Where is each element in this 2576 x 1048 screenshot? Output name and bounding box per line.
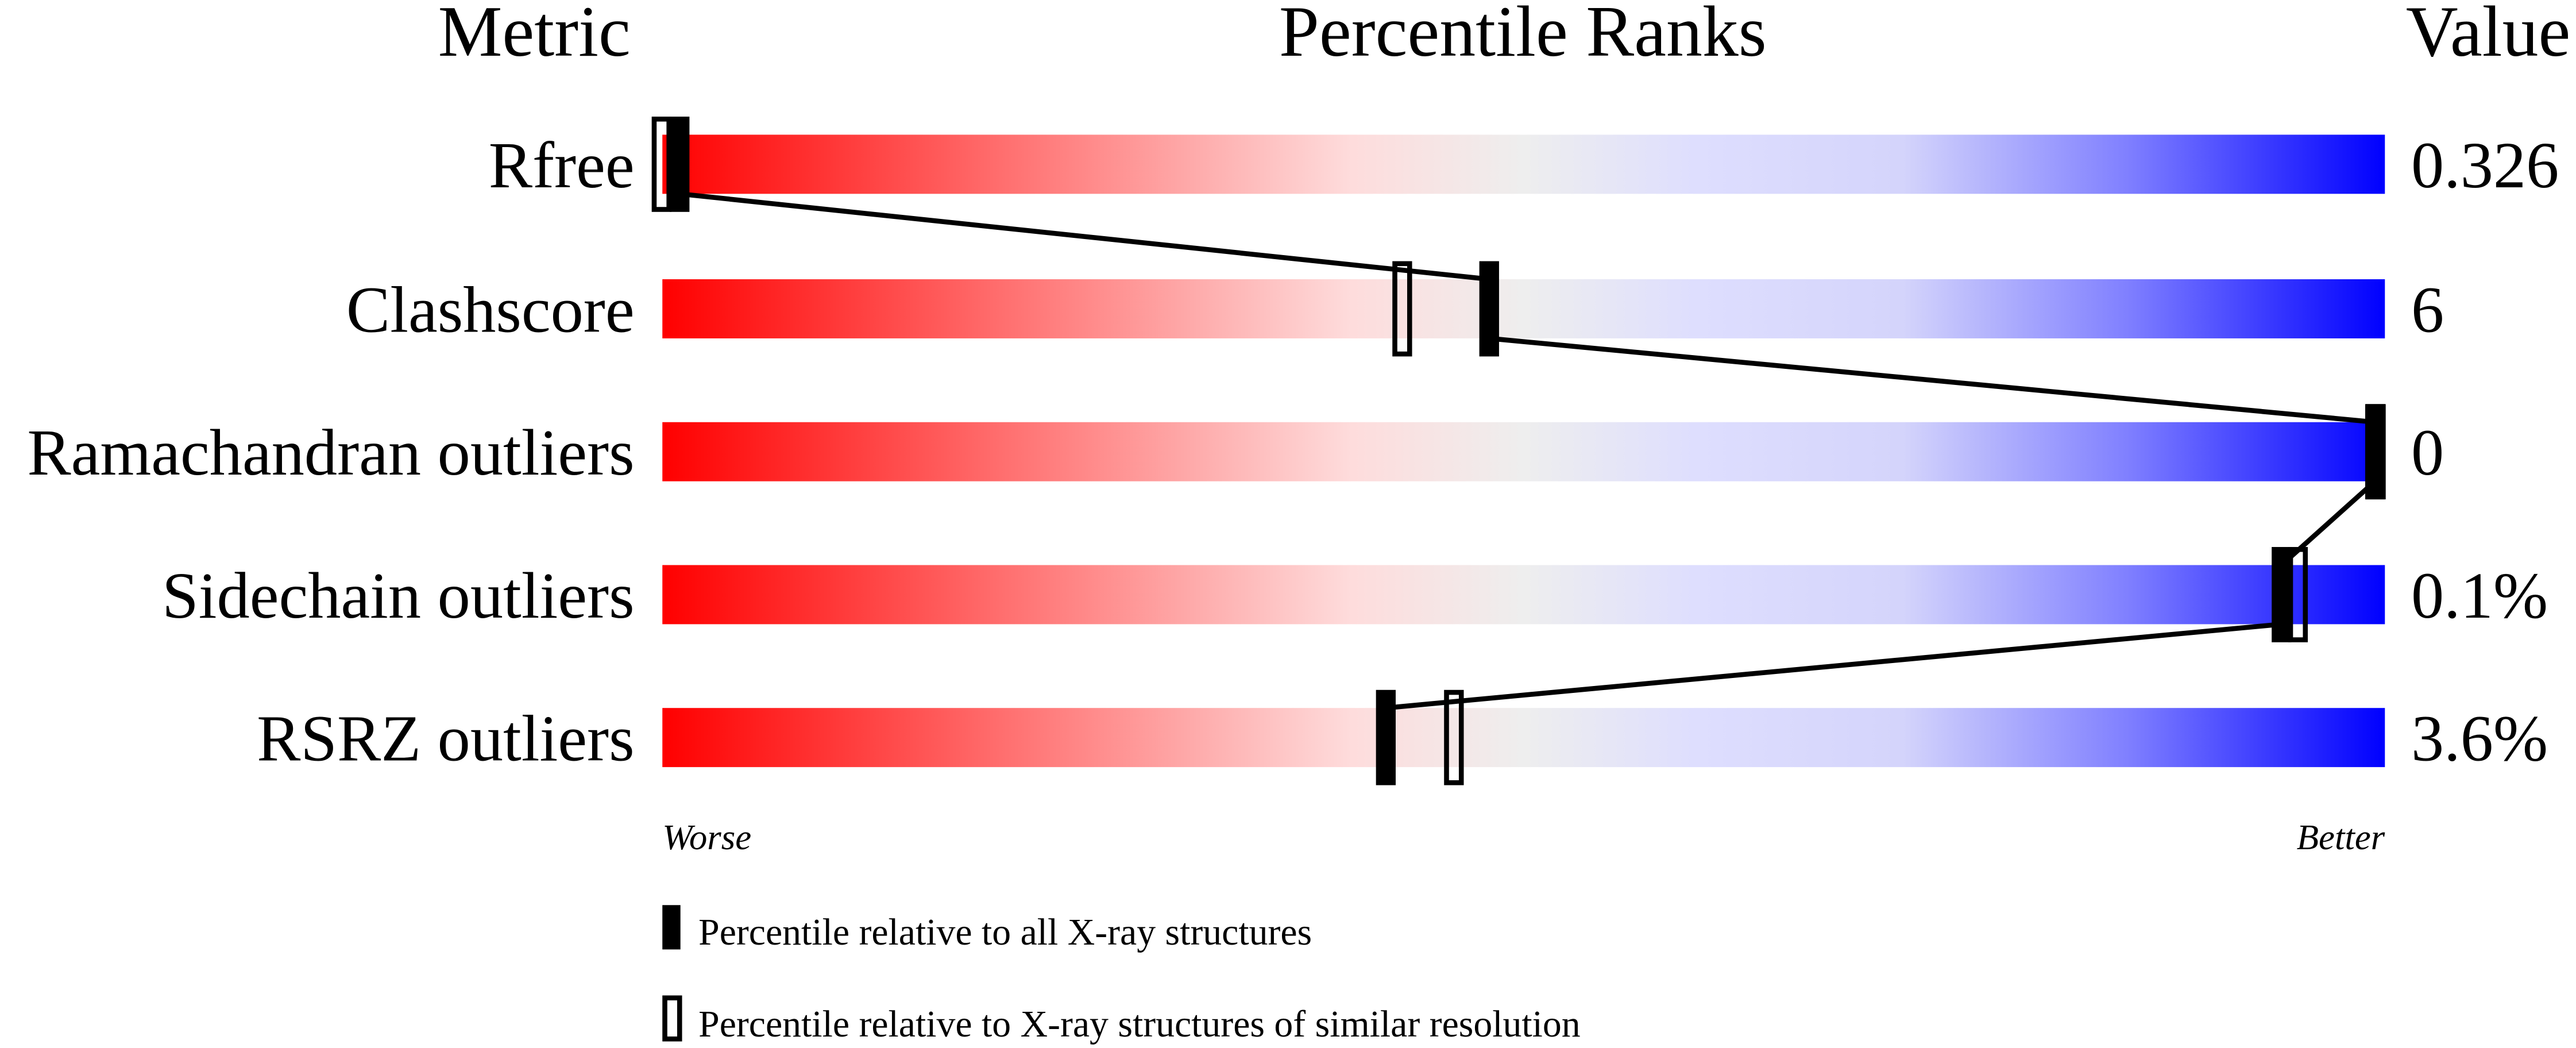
connector-line — [679, 191, 1490, 282]
metric-value: 0.1% — [2411, 559, 2548, 632]
metric-label: Sidechain outliers — [162, 559, 634, 632]
percentile-bar — [662, 708, 2385, 768]
marker-similar-resolution — [1444, 689, 1464, 785]
metric-value: 6 — [2411, 273, 2444, 346]
header-value: Value — [2406, 0, 2570, 72]
connector-line — [1489, 336, 2376, 425]
marker-all-structures — [1479, 261, 1499, 357]
marker-similar-resolution — [2288, 547, 2308, 642]
percentile-bar — [662, 279, 2385, 338]
marker-all-structures — [2365, 404, 2385, 500]
metric-label: Ramachandran outliers — [27, 416, 634, 489]
axis-worse-label: Worse — [662, 817, 751, 857]
metric-label: RSRZ outliers — [257, 702, 635, 775]
marker-all-structures — [2272, 547, 2292, 642]
connector-line — [1385, 622, 2282, 711]
percentile-bar — [662, 134, 2385, 194]
axis-better-label: Better — [2297, 817, 2385, 857]
marker-all-structures — [1376, 689, 1396, 785]
marker-similar-resolution — [1392, 261, 1412, 357]
marker-similar-resolution — [651, 116, 671, 212]
legend-all-structures: Percentile relative to all X-ray structu… — [698, 911, 1312, 953]
metric-value: 0 — [2411, 416, 2444, 489]
metric-label: Clashscore — [346, 273, 635, 346]
legend-open-marker — [662, 995, 682, 1042]
legend-similar-resolution: Percentile relative to X-ray structures … — [698, 1003, 1581, 1045]
metric-label: Rfree — [489, 129, 635, 202]
header-percentile-ranks: Percentile Ranks — [1279, 0, 1767, 72]
percentile-bar — [662, 565, 2385, 625]
percentile-bar — [662, 422, 2385, 481]
legend-filled-marker — [662, 905, 681, 950]
metric-value: 3.6% — [2411, 702, 2548, 775]
marker-all-structures — [670, 116, 690, 212]
header-metric: Metric — [438, 0, 631, 72]
metric-value: 0.326 — [2411, 129, 2559, 202]
